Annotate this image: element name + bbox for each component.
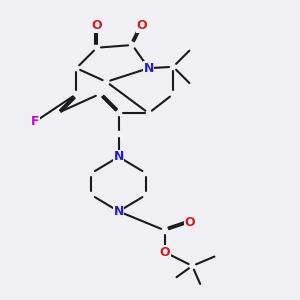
- Text: N: N: [143, 62, 154, 75]
- Text: O: O: [92, 20, 102, 32]
- Text: O: O: [184, 216, 195, 229]
- Text: O: O: [136, 20, 147, 32]
- Text: N: N: [113, 150, 124, 163]
- Text: O: O: [160, 246, 170, 259]
- Text: N: N: [113, 205, 124, 218]
- Text: F: F: [31, 115, 40, 128]
